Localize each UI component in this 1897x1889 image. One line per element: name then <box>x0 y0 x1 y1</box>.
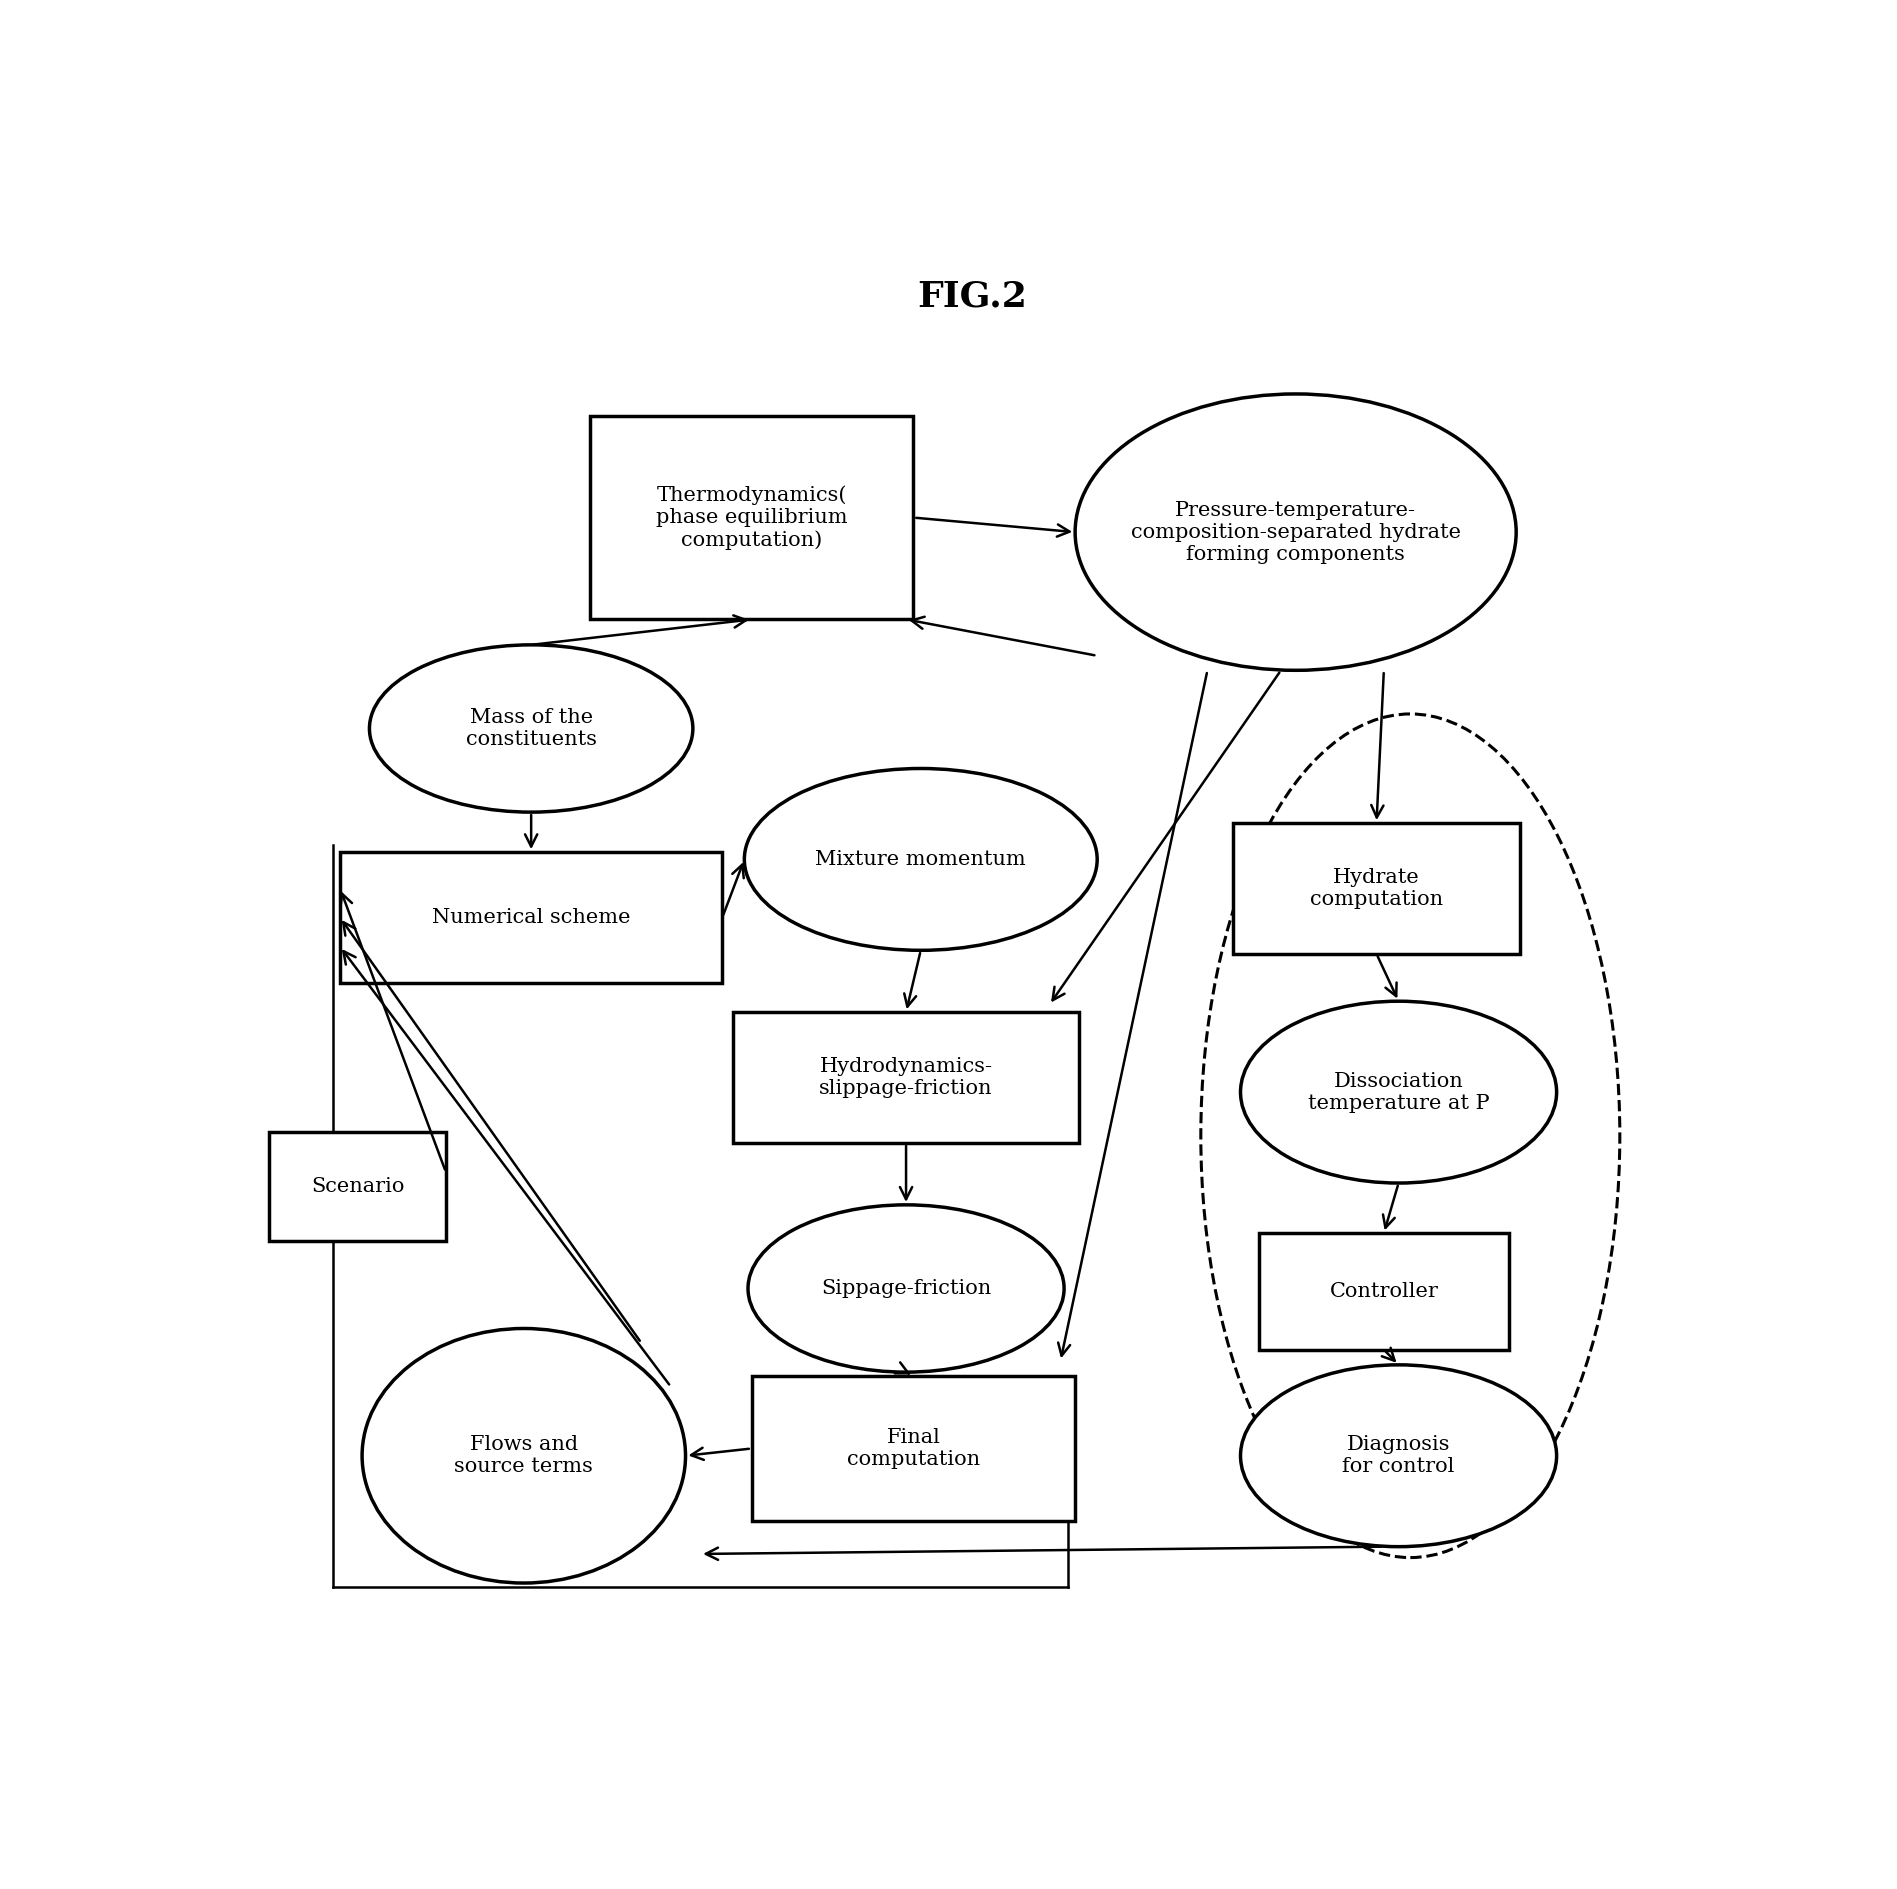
Text: Mass of the
constituents: Mass of the constituents <box>465 708 598 750</box>
Text: FIG.2: FIG.2 <box>918 280 1026 314</box>
Text: Dissociation
temperature at P: Dissociation temperature at P <box>1307 1071 1489 1113</box>
FancyBboxPatch shape <box>1260 1234 1508 1349</box>
Ellipse shape <box>1076 395 1516 671</box>
FancyBboxPatch shape <box>590 416 914 620</box>
FancyBboxPatch shape <box>734 1013 1079 1143</box>
Text: Final
computation: Final computation <box>846 1428 981 1470</box>
Ellipse shape <box>747 1205 1064 1371</box>
Text: Pressure-temperature-
composition-separated hydrate
forming components: Pressure-temperature- composition-separa… <box>1131 501 1461 563</box>
FancyBboxPatch shape <box>340 852 723 982</box>
FancyBboxPatch shape <box>1233 824 1519 954</box>
Text: Hydrate
computation: Hydrate computation <box>1311 867 1444 909</box>
Text: Thermodynamics(
phase equilibrium
computation): Thermodynamics( phase equilibrium comput… <box>656 485 848 550</box>
Text: Flows and
source terms: Flows and source terms <box>455 1436 594 1477</box>
Ellipse shape <box>744 769 1096 950</box>
Text: Sippage-friction: Sippage-friction <box>821 1279 990 1298</box>
Text: Numerical scheme: Numerical scheme <box>433 909 630 927</box>
FancyBboxPatch shape <box>269 1132 446 1241</box>
Text: Hydrodynamics-
slippage-friction: Hydrodynamics- slippage-friction <box>820 1058 992 1098</box>
Text: Controller: Controller <box>1330 1283 1438 1302</box>
Ellipse shape <box>370 644 692 812</box>
Text: Diagnosis
for control: Diagnosis for control <box>1343 1436 1455 1477</box>
Text: Mixture momentum: Mixture momentum <box>816 850 1026 869</box>
Ellipse shape <box>362 1328 685 1583</box>
Text: Scenario: Scenario <box>311 1177 404 1196</box>
FancyBboxPatch shape <box>751 1375 1076 1521</box>
Ellipse shape <box>1241 1001 1557 1183</box>
Ellipse shape <box>1241 1366 1557 1547</box>
